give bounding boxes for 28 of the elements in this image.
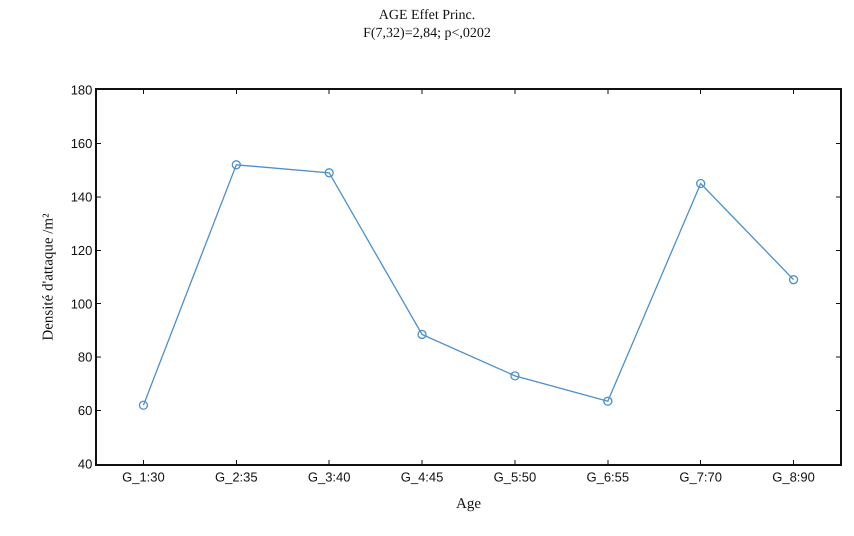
x-tick-label: G_8:90 <box>772 470 815 485</box>
y-tick-label: 120 <box>70 242 92 258</box>
y-tick-label: 80 <box>78 350 92 365</box>
y-tick-label: 140 <box>70 189 92 204</box>
x-tick-label: G_5:50 <box>494 470 536 485</box>
point <box>788 275 798 284</box>
x-tick-label: G_6:55 <box>586 470 630 485</box>
x-tick-label: G_1:30 <box>122 470 165 485</box>
point <box>696 178 706 188</box>
point <box>232 160 241 170</box>
chart-title: AGE Effet Princ. <box>378 8 476 23</box>
chart-subtitle: F(7,32)=2,84; p<,0202 <box>363 26 491 41</box>
point <box>603 396 612 406</box>
y-axis-title: Densité d'attaque /m² <box>40 212 56 341</box>
x-tick-label: G_3:40 <box>308 470 351 485</box>
y-tick-label: 100 <box>70 296 92 312</box>
point <box>324 168 334 178</box>
point <box>510 371 520 380</box>
point <box>138 400 148 410</box>
y-tick-label: 180 <box>70 82 92 98</box>
x-tick-label: G_4:45 <box>400 470 444 485</box>
y-tick-label: 160 <box>70 136 92 151</box>
y-tick-label: 60 <box>78 403 92 418</box>
point <box>417 330 427 340</box>
y-tick-label: 40 <box>78 456 92 472</box>
x-tick-label: G_7:70 <box>679 470 722 485</box>
x-tick-label: G_2:35 <box>214 470 258 485</box>
x-axis-title: Age <box>456 496 482 512</box>
